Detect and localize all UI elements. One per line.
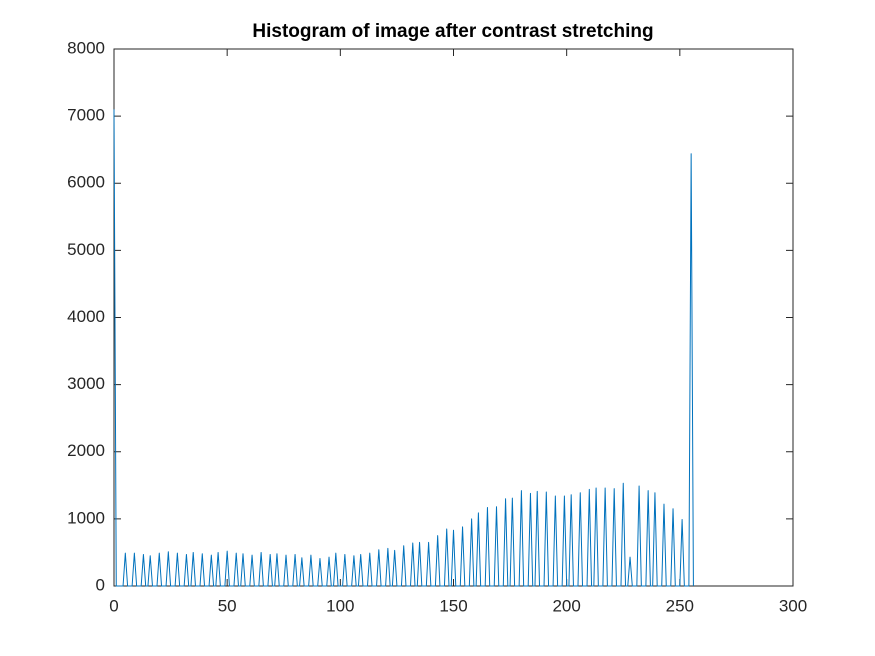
x-tick-label: 150 <box>439 596 467 615</box>
x-tick-label: 100 <box>326 596 354 615</box>
y-tick-label: 3000 <box>67 374 105 393</box>
y-tick-label: 4000 <box>67 307 105 326</box>
x-tick-label: 300 <box>779 596 807 615</box>
x-tick-label: 200 <box>552 596 580 615</box>
data-line <box>113 109 694 587</box>
y-tick-label: 8000 <box>67 38 105 57</box>
x-tick-label: 250 <box>666 596 694 615</box>
y-tick-label: 5000 <box>67 240 105 259</box>
y-tick-label: 7000 <box>67 106 105 125</box>
y-tick-label: 1000 <box>67 508 105 527</box>
x-tick-label: 50 <box>218 596 237 615</box>
y-tick-label: 6000 <box>67 173 105 192</box>
x-tick-label: 0 <box>109 596 118 615</box>
chart-title: Histogram of image after contrast stretc… <box>252 21 653 42</box>
y-tick-label: 0 <box>96 575 105 594</box>
y-tick-label: 2000 <box>67 441 105 460</box>
